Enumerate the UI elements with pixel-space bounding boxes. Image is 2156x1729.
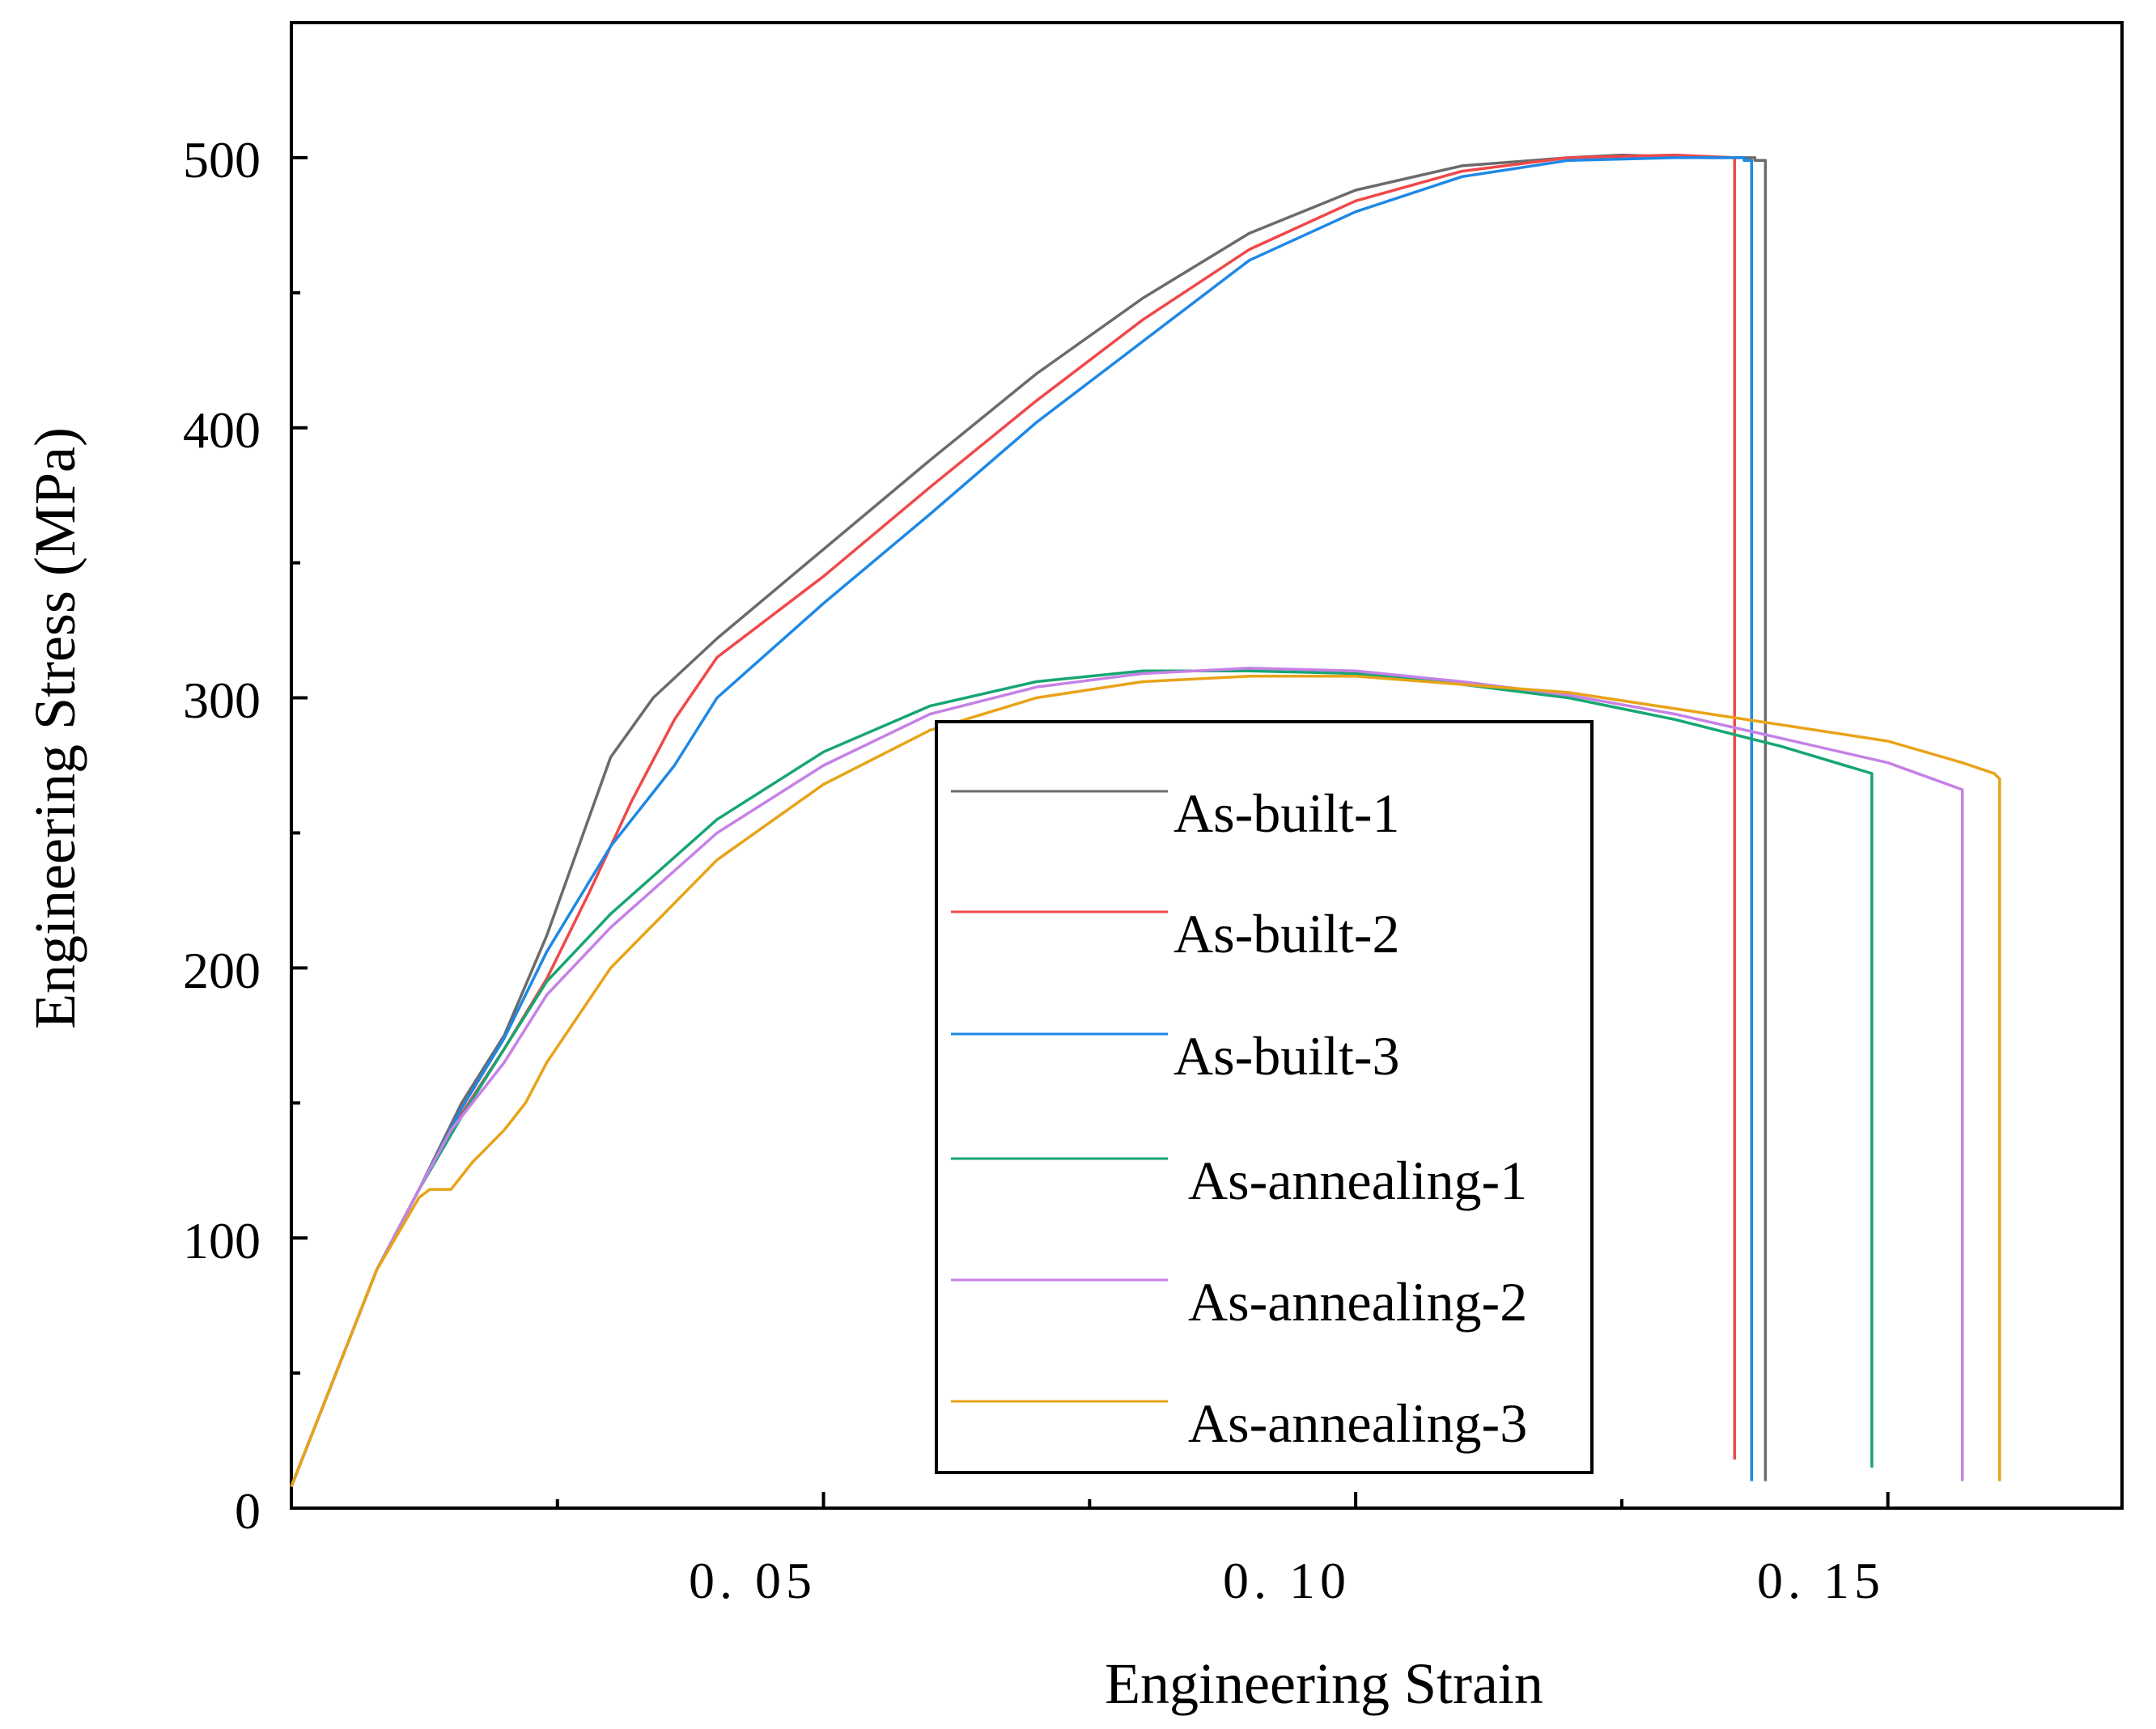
legend: As-built-1 As-built-2 As-built-3 As-anne… — [935, 720, 1594, 1474]
legend-label-as-annealing-2: As-annealing-2 — [1188, 1271, 1527, 1333]
x-tick-labels: 0. 05 0. 10 0. 15 — [689, 1552, 1885, 1609]
plot-frame — [290, 21, 2124, 1510]
legend-label-as-built-2: As-built-2 — [1173, 903, 1400, 964]
y-axis-title: Engineering Stress (MPa) — [23, 427, 87, 1029]
x-axis-ticks — [555, 1492, 1890, 1508]
y-tick-label-100: 100 — [183, 1212, 261, 1269]
legend-entry-as-annealing-2: As-annealing-2 — [951, 1271, 1527, 1333]
y-tick-label-200: 200 — [183, 942, 261, 999]
legend-label-as-annealing-3: As-annealing-3 — [1188, 1392, 1527, 1454]
legend-label-as-annealing-1: As-annealing-1 — [1188, 1150, 1527, 1211]
legend-label-as-built-1: As-built-1 — [1173, 782, 1400, 844]
legend-entry-as-built-2: As-built-2 — [951, 903, 1400, 964]
legend-entry-as-annealing-3: As-annealing-3 — [951, 1392, 1527, 1454]
legend-entry-as-built-3: As-built-3 — [951, 1025, 1400, 1087]
x-tick-label-0-10: 0. 10 — [1223, 1552, 1351, 1609]
x-tick-label-0-05: 0. 05 — [689, 1552, 817, 1609]
y-tick-label-400: 400 — [183, 401, 261, 459]
y-axis-ticks — [291, 21, 308, 1510]
series-line-as-annealing-2 — [290, 667, 1964, 1487]
y-tick-labels: 0 100 200 300 400 500 — [183, 131, 261, 1540]
legend-entry-as-annealing-1: As-annealing-1 — [951, 1150, 1527, 1211]
series-layer — [290, 153, 2001, 1487]
x-axis-title: Engineering Strain — [1105, 1651, 1543, 1716]
series-line-as-annealing-3 — [290, 675, 2001, 1487]
legend-label-as-built-3: As-built-3 — [1173, 1025, 1400, 1087]
y-tick-label-500: 500 — [183, 131, 261, 189]
legend-box — [935, 720, 1594, 1474]
y-tick-label-0: 0 — [235, 1482, 261, 1540]
y-tick-label-300: 300 — [183, 672, 261, 729]
x-tick-label-0-15: 0. 15 — [1757, 1552, 1885, 1609]
legend-entry-as-built-1: As-built-1 — [951, 782, 1400, 844]
